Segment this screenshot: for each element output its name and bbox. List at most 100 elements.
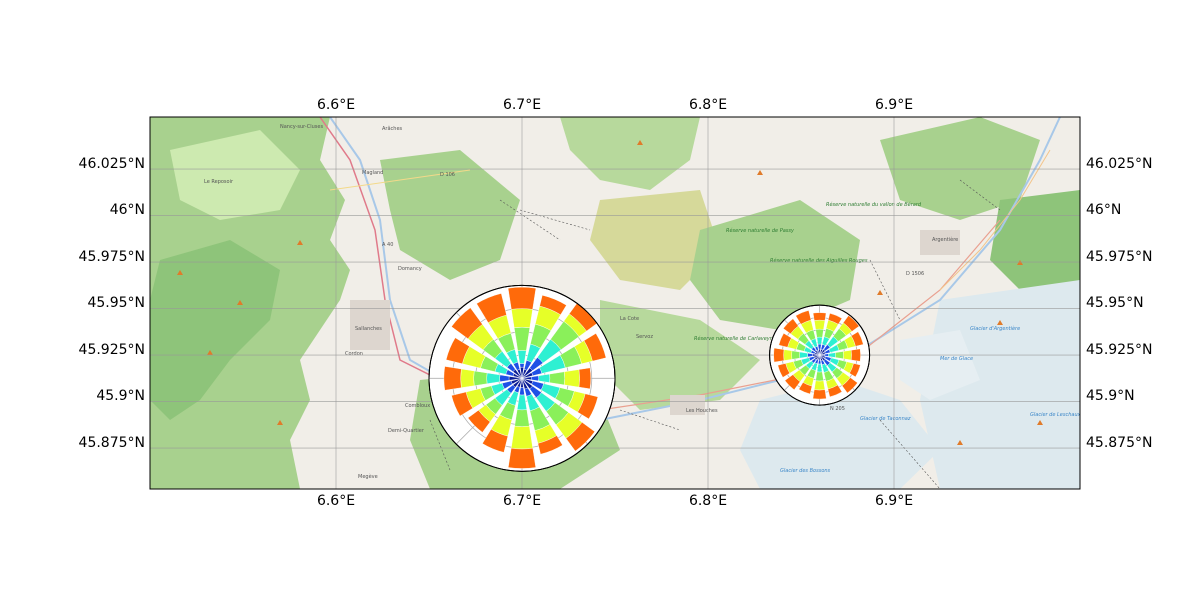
wind-rose xyxy=(428,284,616,472)
bottom-lon-tick-label: 6.6°E xyxy=(317,493,355,509)
wind-rose-bar xyxy=(508,447,536,469)
label-d106: D 106 xyxy=(440,172,455,178)
wind-rose-bar xyxy=(537,435,563,455)
glacier-area-south xyxy=(740,380,940,489)
wind-rose-bar xyxy=(849,363,861,378)
right-lat-tick-label: 45.975°N xyxy=(1086,249,1152,265)
wind-rose-bar xyxy=(578,367,592,390)
label-le-reposoir: Le Reposoir xyxy=(204,179,234,185)
label-reserve-aiguilles: Réserve naturelle des Aiguilles Rouges xyxy=(770,257,868,264)
wind-roses xyxy=(428,284,871,472)
wind-rose-bar xyxy=(511,308,533,329)
wind-rose-outline xyxy=(428,284,616,472)
label-glacier-argentiere: Glacier d'Argentière xyxy=(970,325,1020,332)
bottom-lon-ticks: 6.6°E 6.7°E 6.8°E 6.9°E xyxy=(317,493,913,509)
arve-river xyxy=(329,117,1061,422)
wind-rose-bar xyxy=(841,377,858,394)
map-frame xyxy=(149,116,1081,490)
wind-rose-bar xyxy=(795,310,812,325)
label-reserve-passy: Réserve naturelle de Passy xyxy=(726,227,795,234)
bottom-lon-tick-label: 6.9°E xyxy=(875,493,913,509)
road-d1506 xyxy=(939,149,1051,291)
label-mer-de-glace: Mer de Glace xyxy=(940,356,973,362)
label-argentiere: Argentière xyxy=(932,236,958,243)
wind-rose-bar xyxy=(814,380,826,391)
wind-rose-bar xyxy=(514,409,530,427)
label-reserve-berard: Réserve naturelle du vallon de Bérard xyxy=(826,201,922,208)
town-sallanches xyxy=(350,300,390,350)
meadow-area xyxy=(170,130,300,220)
right-lat-tick-label: 46°N xyxy=(1086,202,1121,218)
road-d106 xyxy=(329,169,471,191)
left-lat-tick-label: 45.975°N xyxy=(79,249,145,265)
label-magland: Magland xyxy=(362,170,383,176)
wind-rose-bar xyxy=(850,348,861,362)
forest-area-northeast xyxy=(880,117,1040,220)
label-a40: A 40 xyxy=(382,242,393,248)
top-lon-ticks: 6.6°E 6.7°E 6.8°E 6.9°E xyxy=(317,97,913,113)
town-les-houches xyxy=(670,395,705,415)
wind-rose-bar xyxy=(812,312,827,321)
forest-area-west-dark xyxy=(150,240,280,420)
forest-area-far-east xyxy=(990,190,1080,300)
wind-rose-bar xyxy=(799,351,808,359)
right-lat-tick-label: 46.025°N xyxy=(1086,156,1152,172)
label-reserve-carlaveyron: Réserve naturelle de Carlaveyron xyxy=(694,335,778,342)
label-sallanches: Sallanches xyxy=(355,326,382,332)
wind-rose-bar xyxy=(476,293,507,323)
right-lat-tick-label: 45.95°N xyxy=(1086,295,1144,311)
wind-rose-bar xyxy=(817,343,822,350)
label-megeve: Megève xyxy=(358,473,378,480)
left-lat-tick-label: 46°N xyxy=(110,202,145,218)
wind-rose-bar xyxy=(777,363,790,378)
wind-rose-bar xyxy=(815,371,824,382)
wind-rose-bar xyxy=(814,319,826,330)
left-lat-tick-label: 45.95°N xyxy=(87,295,145,311)
wind-rose-bar xyxy=(445,337,470,365)
scrub-area xyxy=(590,190,720,290)
wind-rose-bar xyxy=(583,333,607,362)
label-les-houches: Les Houches xyxy=(686,408,718,414)
wind-rose-bar xyxy=(451,307,483,340)
wind-rose-bar xyxy=(816,336,823,345)
right-lat-ticks: 46.025°N 46°N 45.975°N 45.95°N 45.925°N … xyxy=(1086,156,1152,451)
wind-rose-bar xyxy=(817,359,822,365)
wind-rose-bar xyxy=(827,384,843,398)
right-lat-tick-label: 45.925°N xyxy=(1086,342,1152,358)
wind-rose-bar xyxy=(827,313,843,325)
glacier-area-mer-de-glace xyxy=(900,330,980,400)
peak-markers xyxy=(177,140,1043,445)
wind-rose-bar xyxy=(773,347,785,363)
label-nancy-sur-cluses: Nancy-sur-Cluses xyxy=(280,124,323,130)
wind-rose-bar xyxy=(815,328,824,338)
wind-rose-bar xyxy=(828,352,836,358)
label-d1506: D 1506 xyxy=(906,271,924,277)
wind-rose-bar xyxy=(510,425,534,450)
wind-rose-bar xyxy=(835,351,844,359)
wind-rose-bar xyxy=(519,387,525,396)
label-servoz: Servoz xyxy=(636,334,653,340)
wind-rose-bar xyxy=(507,286,537,310)
wind-rose-bar xyxy=(467,409,491,433)
gridlines xyxy=(150,117,1080,489)
label-la-cote: La Cote xyxy=(620,316,639,322)
right-lat-tick-label: 45.875°N xyxy=(1086,435,1152,451)
wind-rose-bar xyxy=(564,369,580,388)
label-glacier-taconnaz: Glacier de Taconnaz xyxy=(860,416,911,422)
wind-rose-bar xyxy=(842,315,860,332)
wind-rose-bar xyxy=(539,294,567,316)
wind-rose-bar xyxy=(798,382,813,395)
wind-rose-bar xyxy=(451,391,473,417)
left-lat-tick-label: 45.925°N xyxy=(79,342,145,358)
wind-rose-bar xyxy=(549,371,565,386)
wind-rose-bar xyxy=(812,389,827,400)
wind-rose-bar xyxy=(473,370,488,386)
wind-rose xyxy=(769,304,871,406)
right-lat-tick-label: 45.9°N xyxy=(1086,388,1135,404)
left-lat-ticks: 46.025°N 46°N 45.975°N 45.95°N 45.925°N … xyxy=(79,156,145,451)
wind-rose-bar xyxy=(791,350,801,360)
wind-rose-bar xyxy=(783,349,793,361)
bottom-lon-tick-label: 6.8°E xyxy=(689,493,727,509)
forest-area-north-central xyxy=(560,117,700,190)
top-lon-tick-label: 6.8°E xyxy=(689,97,727,113)
